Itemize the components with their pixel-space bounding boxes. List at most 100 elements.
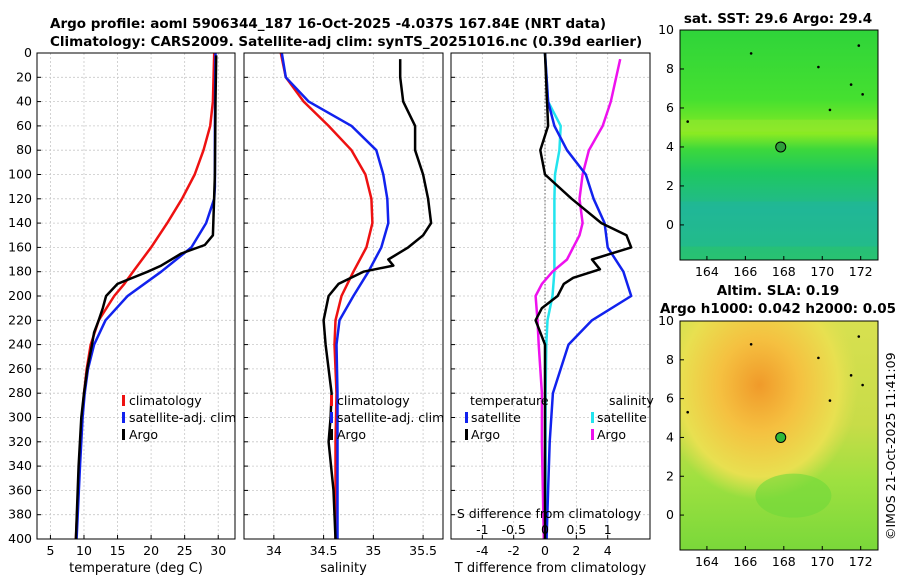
x-tick-label: 170 (810, 264, 834, 279)
y-tick-label: 140 (8, 215, 32, 230)
x2-tick-label: 0.5 (566, 522, 586, 537)
legend-label: satellite (597, 410, 647, 425)
y-tick-label: 100 (8, 167, 32, 182)
map-frame (679, 29, 879, 261)
y-tick-label: 8 (666, 352, 674, 367)
x-tick-label: 172 (849, 554, 873, 569)
plot-frame (450, 52, 651, 540)
island-marker (861, 383, 864, 387)
y-tick-label: 220 (8, 312, 32, 327)
y-tick-label: 240 (8, 337, 32, 352)
x-tick-label: 166 (733, 554, 757, 569)
map-anomaly-low (755, 473, 832, 518)
y-tick-label: 180 (8, 264, 32, 279)
x2-tick-label: 0 (541, 522, 549, 537)
y-tick-label: 380 (8, 507, 32, 522)
x-tick-label: 35.5 (409, 543, 437, 558)
x-tick-label: 172 (849, 264, 873, 279)
map-frame (679, 320, 879, 551)
sst-map-title: sat. SST: 29.6 Argo: 29.4 (684, 11, 872, 27)
x2-axis-label: S difference from climatology (457, 506, 642, 521)
island-marker (857, 44, 861, 47)
x-tick-label: 5 (46, 543, 54, 558)
x2-tick-label: -1 (476, 522, 488, 537)
y-tick-label: 280 (8, 385, 32, 400)
y-tick-label: 360 (8, 482, 32, 497)
y-tick-label: 40 (16, 94, 32, 109)
x-tick-label: 168 (772, 264, 796, 279)
y-tick-label: 2 (666, 468, 674, 483)
y-tick-label: 6 (666, 391, 674, 406)
island-marker (686, 410, 689, 414)
legend-swatch (465, 429, 468, 440)
y-tick-label: 8 (666, 61, 674, 76)
island-marker (828, 108, 832, 112)
y-tick-label: 10 (658, 313, 674, 328)
legend-swatch (330, 395, 333, 406)
x2-tick-label: 1 (604, 522, 612, 537)
island-marker (828, 399, 832, 402)
y-tick-label: 4 (666, 139, 674, 154)
figure-title-line1: Argo profile: aoml 5906344_187 16-Oct-20… (50, 16, 606, 32)
y-tick-label: 200 (8, 288, 32, 303)
x-tick-label: 30 (210, 543, 226, 558)
y-tick-label: 4 (666, 429, 674, 444)
argo-float-marker (775, 141, 787, 153)
y-tick-label: 120 (8, 191, 32, 206)
y-tick-label: 6 (666, 100, 674, 115)
x-axis-label: temperature (deg C) (69, 561, 203, 576)
sst-map-panel: 164 166 168 170 172 10 8 6 4 2 0 sat. SST: 29.6 Arg… (658, 11, 879, 279)
legend-swatch (330, 429, 333, 440)
island-marker (849, 374, 853, 377)
x-tick-label: -2 (507, 543, 519, 558)
series-line-t-satellite (543, 52, 633, 540)
sla-map-title-line1: Altim. SLA: 0.19 (717, 283, 839, 299)
temperature-panel: 0 20 40 60 80 100 120 140 160 180 200 220 240 260 280 3… (8, 45, 236, 576)
island-marker (686, 120, 689, 123)
legend-label: climatology (337, 393, 410, 408)
x-tick-label: 10 (76, 543, 92, 558)
y-tick-label: 160 (8, 239, 32, 254)
map-cool-band (680, 201, 878, 247)
legend-swatch (591, 429, 594, 440)
series-line-climatology (279, 52, 374, 539)
plot-frame (36, 52, 236, 540)
series-line-t-argo (534, 52, 633, 539)
sla-map-panel: 164 166 168 170 172 10 8 6 4 2 0 Altim. SLA: 0.19 Ar… (658, 283, 896, 569)
salinity-panel: 34 34.5 35 35.5 salinity climatology satellite… (243, 52, 444, 576)
x-axis-label: T difference from climatology (454, 561, 647, 576)
x-tick-label: -4 (476, 543, 489, 558)
y-tick-label: 0 (24, 45, 32, 60)
series-line-satellite-adj-clim (280, 52, 390, 539)
series-line-s-argo (534, 58, 622, 540)
legend-swatch (591, 412, 594, 423)
y-tick-label: 2 (666, 178, 674, 193)
x-tick-label: 15 (110, 543, 126, 558)
legend-label: Argo (129, 427, 158, 442)
x-tick-label: 168 (772, 554, 796, 569)
x-tick-label: 20 (143, 543, 159, 558)
island-marker (857, 335, 861, 338)
plot-frame (243, 52, 444, 540)
figure-title-line2: Climatology: CARS2009. Satellite-adj cli… (50, 34, 642, 50)
y-tick-label: 320 (8, 434, 32, 449)
legend-swatch (122, 395, 125, 406)
x2-tick-label: -0.5 (501, 522, 525, 537)
island-marker (749, 52, 753, 55)
island-marker (849, 83, 853, 86)
y-tick-label: 20 (16, 69, 32, 84)
y-tick-label: 0 (666, 507, 674, 522)
legend-label: Argo (337, 427, 366, 442)
x-tick-label: 2 (572, 543, 580, 558)
x-tick-label: 166 (733, 264, 757, 279)
legend-title-temperature: temperature (470, 393, 549, 408)
legend-swatch (122, 412, 125, 423)
legend-title-salinity: salinity (609, 393, 654, 408)
series-line-argo (74, 55, 218, 540)
legend-label: satellite-adj. clim (129, 410, 236, 425)
legend-label: Argo (471, 427, 500, 442)
legend-label: Argo (597, 427, 626, 442)
x-tick-label: 164 (695, 554, 719, 569)
x-tick-label: 0 (541, 543, 549, 558)
